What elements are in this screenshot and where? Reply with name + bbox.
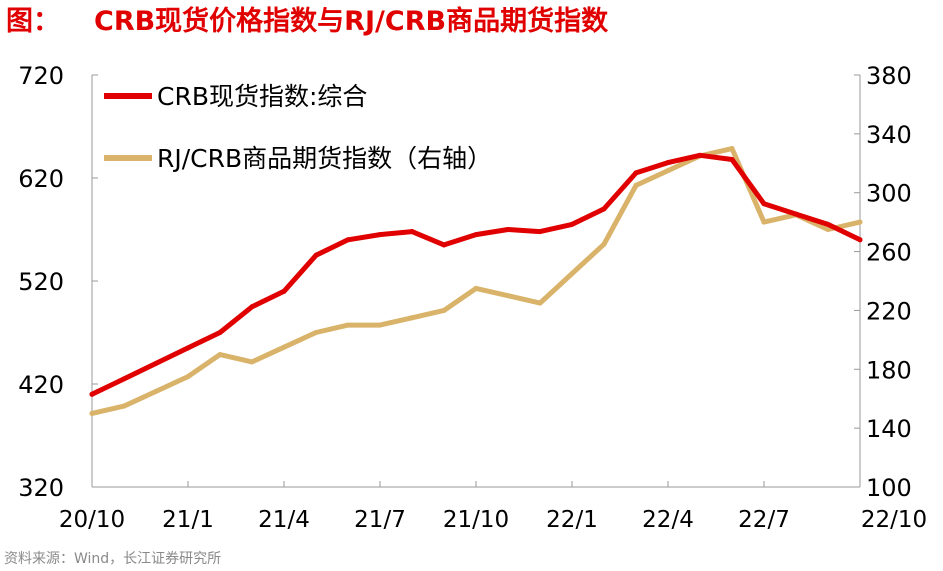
data-point-futures [345, 322, 351, 328]
left-tick-label: 520 [18, 268, 64, 296]
x-tick-label: 21/7 [354, 507, 406, 533]
data-point-spot [313, 252, 319, 258]
legend-label-spot: CRB现货指数:综合 [157, 82, 367, 111]
data-point-spot [729, 156, 735, 162]
data-point-futures [409, 315, 415, 321]
right-tick-label: 260 [866, 239, 912, 267]
data-point-spot [409, 229, 415, 235]
data-point-spot [665, 160, 671, 166]
data-point-futures [825, 227, 831, 232]
data-point-spot [697, 152, 703, 158]
data-point-spot [505, 227, 511, 232]
data-point-futures [601, 241, 607, 247]
data-point-futures [185, 374, 191, 380]
data-point-spot [441, 242, 447, 248]
data-point-spot [185, 345, 191, 351]
data-point-spot [793, 211, 799, 217]
data-point-spot [121, 376, 127, 382]
data-point-futures [441, 307, 447, 313]
right-axis-ticks: 380 340 300 260 220 180 140 100 [854, 62, 912, 502]
series-line-spot [89, 152, 863, 397]
chart-title: 图： CRB现货价格指数与RJ/CRB商品期货指数 [6, 2, 608, 42]
right-tick-label: 100 [866, 474, 912, 502]
data-point-spot [473, 232, 479, 238]
data-point-futures [729, 146, 735, 152]
data-point-spot [345, 237, 351, 243]
data-point-futures [153, 388, 159, 394]
data-point-futures [473, 285, 479, 291]
plot-frame [91, 75, 861, 488]
data-point-spot [537, 229, 543, 235]
data-point-spot [633, 170, 639, 176]
data-point-spot [217, 330, 223, 335]
data-point-futures [665, 168, 671, 174]
series-lines [89, 146, 863, 416]
x-axis-ticks: 20/10 21/1 21/4 21/7 21/10 22/1 22/4 22/7 22/10 [59, 481, 927, 533]
x-tick-label: 21/1 [162, 507, 214, 533]
x-tick-label: 22/10 [861, 507, 927, 533]
right-tick-label: 140 [866, 415, 912, 443]
data-point-spot [89, 391, 95, 397]
data-point-futures [537, 300, 543, 306]
x-tick-label: 20/10 [59, 507, 125, 533]
left-tick-label: 420 [18, 371, 64, 399]
data-point-futures [505, 293, 511, 299]
legend: CRB现货指数:综合 RJ/CRB商品期货指数（右轴） [104, 82, 492, 173]
x-tick-label: 22/4 [642, 507, 694, 533]
data-point-spot [601, 206, 607, 212]
legend-label-futures: RJ/CRB商品期货指数（右轴） [157, 144, 492, 173]
data-point-spot [761, 201, 767, 207]
data-point-spot [249, 304, 255, 310]
title-text: CRB现货价格指数与RJ/CRB商品期货指数 [94, 6, 609, 37]
right-tick-label: 380 [866, 62, 912, 90]
data-point-spot [153, 360, 159, 366]
title-prefix: 图： [6, 6, 60, 37]
x-tick-label: 21/10 [443, 507, 509, 533]
left-tick-label: 320 [18, 474, 64, 502]
data-point-futures [761, 219, 767, 225]
data-point-spot [857, 237, 863, 243]
x-tick-label: 21/4 [258, 507, 310, 533]
right-tick-label: 180 [866, 356, 912, 384]
left-tick-label: 720 [18, 62, 64, 90]
left-tick-label: 620 [18, 165, 64, 193]
data-point-spot [825, 221, 831, 227]
data-point-futures [377, 322, 383, 328]
data-point-futures [281, 344, 287, 350]
data-point-futures [89, 410, 95, 416]
left-axis-ticks: 720 620 520 420 320 [18, 62, 98, 502]
right-tick-label: 220 [866, 297, 912, 325]
data-point-futures [569, 271, 575, 277]
data-point-futures [313, 330, 319, 335]
x-tick-label: 22/7 [738, 507, 790, 533]
right-tick-label: 340 [866, 121, 912, 149]
data-point-spot [281, 288, 287, 294]
data-point-futures [249, 359, 255, 365]
data-point-futures [633, 182, 639, 188]
data-point-spot [569, 221, 575, 227]
data-point-futures [121, 403, 127, 409]
series-line-futures [89, 146, 863, 416]
data-point-spot [377, 232, 383, 238]
x-tick-label: 22/1 [546, 507, 598, 533]
right-tick-label: 300 [866, 180, 912, 208]
source-note: 资料来源：Wind，长江证券研究所 [4, 551, 222, 567]
data-point-futures [217, 352, 223, 358]
data-point-futures [857, 219, 863, 225]
